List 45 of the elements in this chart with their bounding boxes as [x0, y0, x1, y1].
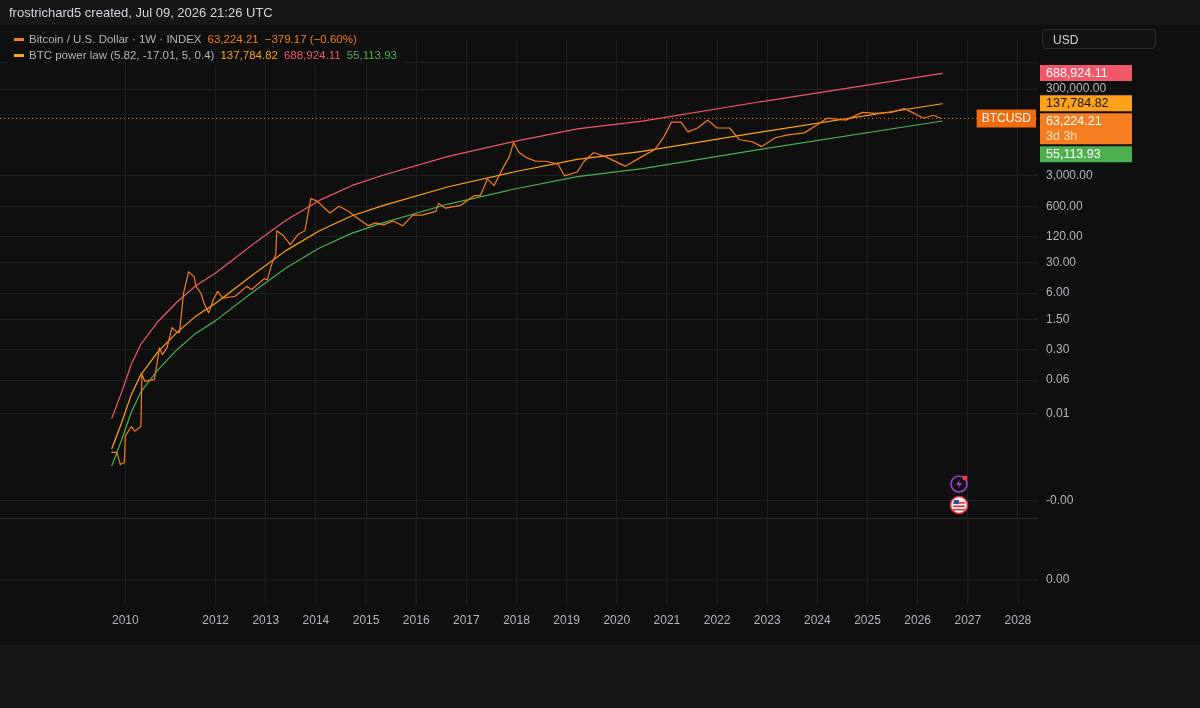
x-tick-label: 2019 [553, 612, 581, 627]
y-tick-label: 300,000.00 [1046, 81, 1107, 96]
ref-line-label: BTCUSD [981, 110, 1032, 125]
x-tick-label: 2013 [252, 612, 280, 627]
x-tick-label: 2025 [854, 612, 882, 627]
x-tick-label: 2015 [352, 612, 380, 627]
x-tick-label: 2021 [653, 612, 681, 627]
y-tick-label: 30.00 [1046, 255, 1077, 270]
x-tick-label: 2020 [603, 612, 631, 627]
legend-label: BTC power law (5.82, -17.01, 5, 0.4) [29, 49, 215, 61]
x-tick-label: 2027 [954, 612, 982, 627]
y-tick-label: 1.50 [1046, 311, 1070, 326]
y-tick-label: 3,000.00 [1046, 168, 1094, 183]
text: 63,224.21 [1046, 114, 1102, 129]
y-tick-label: 600.00 [1046, 198, 1084, 213]
x-tick-label: 2028 [1004, 612, 1032, 627]
x-tick-label: 2014 [302, 612, 330, 627]
text: 0.00 [1046, 572, 1070, 587]
y-tick-label: 120.00 [1046, 228, 1084, 243]
x-tick-label: 2010 [112, 612, 140, 627]
legend-label: Bitcoin / U.S. Dollar · 1W · INDEX [29, 33, 202, 45]
y-tick-label: -0.00 [1046, 493, 1074, 508]
annotation: −379.17 (−0.60%) [264, 33, 357, 45]
annotation: 55,113.93 [346, 49, 397, 61]
y-tick-label: 6.00 [1046, 285, 1070, 300]
text: USD [1042, 29, 1156, 49]
x-tick-label: 2022 [703, 612, 731, 627]
x-tick-label: 2026 [904, 612, 932, 627]
x-tick-label: 2017 [453, 612, 481, 627]
x-tick-label: 2024 [804, 612, 832, 627]
y-tick-label: 0.06 [1046, 372, 1070, 387]
text: 55,113.93 [1046, 147, 1101, 162]
text: 137,784.82 [1046, 96, 1109, 111]
y-tick-label: 0.01 [1046, 406, 1070, 421]
text: 3d 3h [1046, 128, 1078, 143]
text: 688,924.11 [1046, 65, 1108, 80]
text: frostrichard5 created, Jul 09, 2026 21:26 UTC [8, 4, 274, 22]
annotation: 688,924.11 [283, 49, 341, 61]
x-tick-label: 2012 [202, 612, 230, 627]
annotation: 137,784.82 [220, 49, 278, 61]
x-tick-label: 2016 [402, 612, 430, 627]
x-tick-label: 2018 [503, 612, 531, 627]
x-tick-label: 2023 [753, 612, 781, 627]
annotation: 63,224.21 [207, 33, 259, 45]
y-tick-label: 0.30 [1046, 341, 1070, 356]
